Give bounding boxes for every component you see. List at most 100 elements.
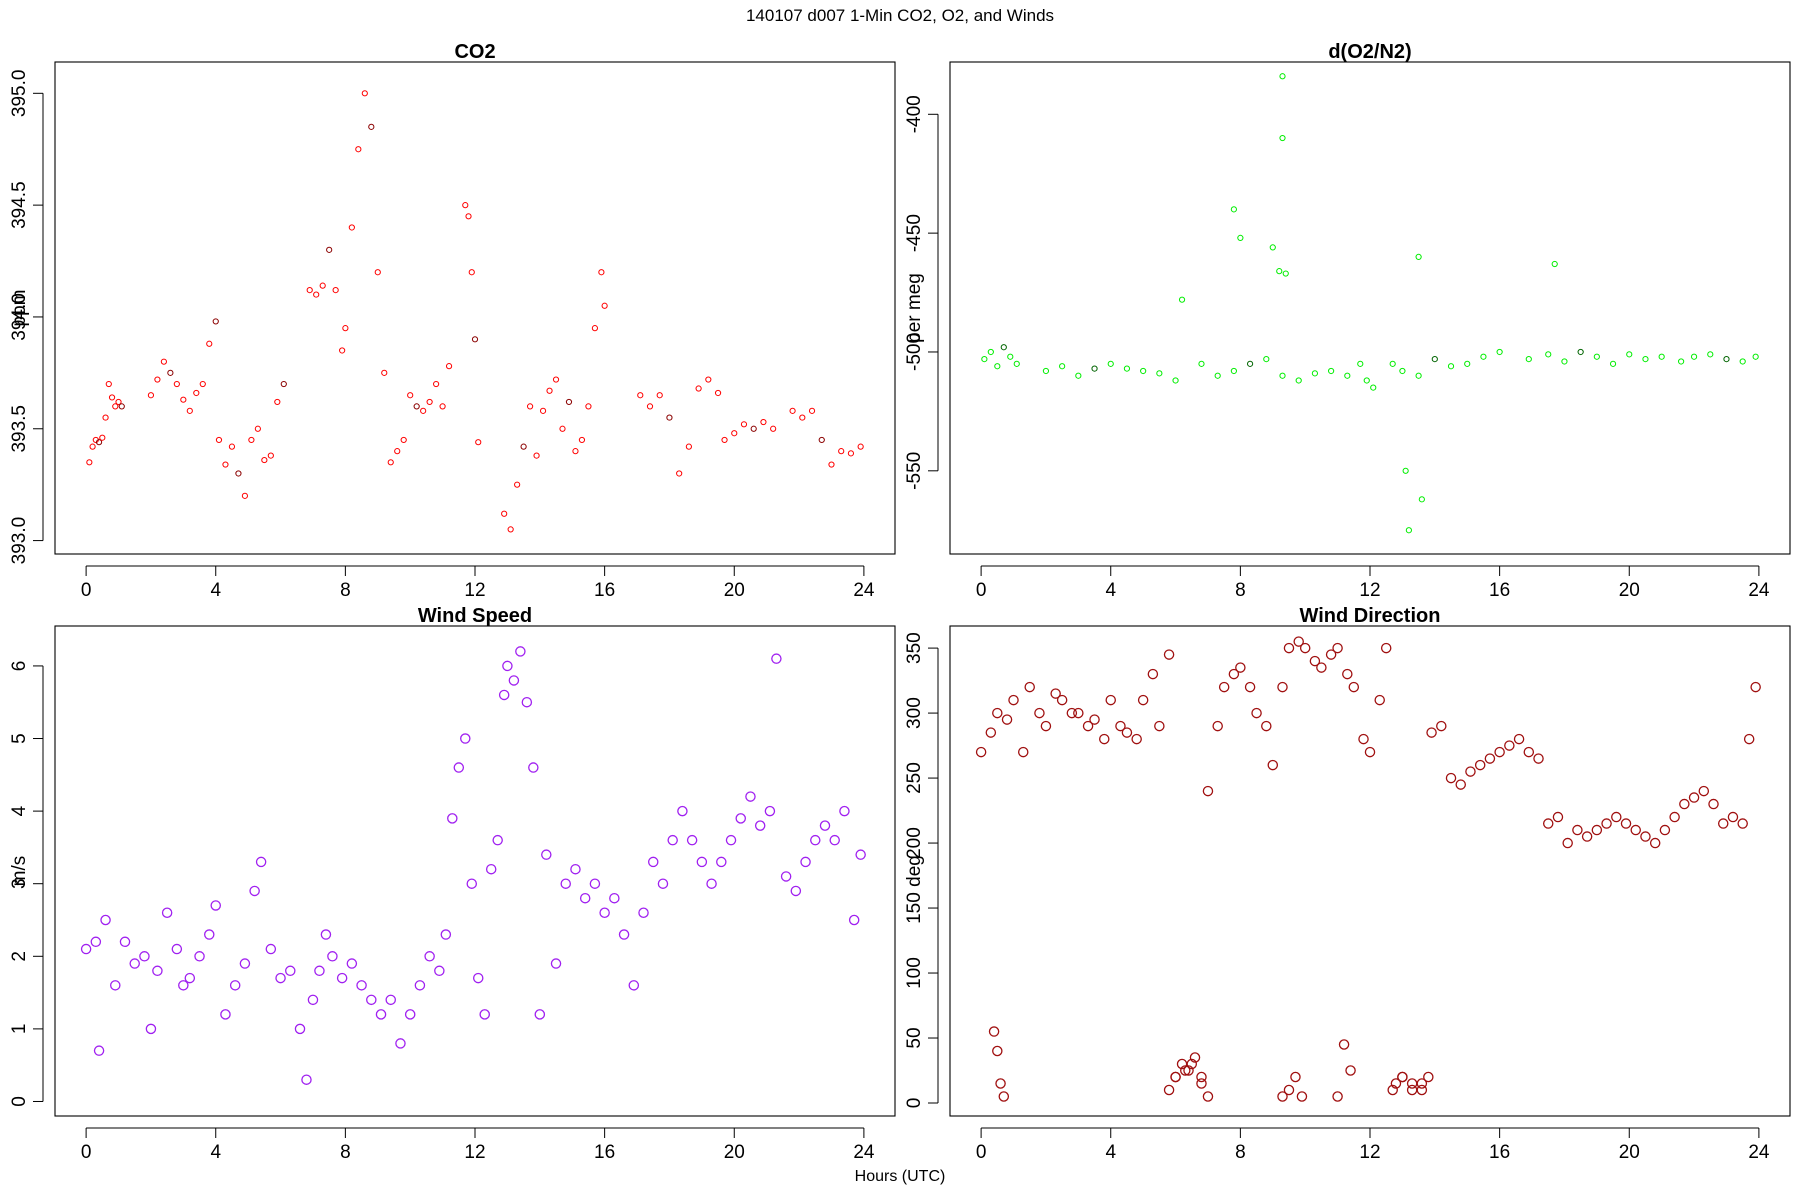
data-point [731, 430, 738, 437]
data-point [1024, 681, 1035, 693]
data-point [1750, 681, 1761, 693]
data-point [1050, 688, 1061, 699]
data-point [1542, 818, 1554, 829]
data-point [119, 936, 131, 948]
data-point [93, 1045, 105, 1056]
data-point [599, 907, 610, 918]
data-point [1059, 363, 1066, 370]
data-point [667, 834, 678, 846]
data-point [1620, 818, 1632, 829]
data-point [1464, 360, 1471, 367]
data-point [1455, 779, 1466, 790]
data-point [1445, 772, 1457, 784]
data-point [1496, 348, 1503, 356]
data-point [780, 871, 792, 882]
data-point [1154, 720, 1165, 732]
data-point [579, 892, 591, 904]
data-point [501, 510, 508, 517]
data-point [819, 820, 831, 831]
data-point [1591, 824, 1603, 836]
data-point [1017, 746, 1029, 758]
data-point [215, 436, 223, 444]
data-point [618, 929, 630, 940]
data-point [1115, 720, 1126, 732]
data-point [992, 707, 1003, 719]
data-point [857, 443, 864, 450]
data-point [453, 762, 465, 773]
data-point [994, 363, 1001, 370]
data-point [1237, 234, 1244, 241]
data-point [1099, 733, 1110, 745]
y-tick-label: 2 [9, 951, 30, 962]
plot-frame [54, 625, 896, 1117]
x-tick-label: 12 [1359, 580, 1380, 601]
data-point [609, 892, 620, 904]
data-point [1140, 367, 1147, 375]
data-point [1338, 1039, 1350, 1050]
data-point [754, 820, 766, 831]
data-series-2 [147, 318, 219, 414]
chart-panel-1: CO2 0 4 8 12 16 20 24 393.0 393.5 394.0 394.5 395.0 p… [9, 41, 896, 601]
data-point [1156, 370, 1163, 377]
data-point [1708, 798, 1719, 810]
data-point [375, 1009, 387, 1020]
x-tick-label: 8 [340, 580, 351, 601]
data-point [985, 727, 997, 738]
y-tick-label: 5 [9, 733, 30, 744]
data-point [585, 403, 592, 410]
data-point [1311, 370, 1319, 377]
chart-title: Wind Speed [418, 605, 532, 627]
data-point [194, 951, 205, 962]
x-tick-label: 8 [340, 1142, 351, 1163]
y-axis-label: deg [904, 855, 925, 887]
y-tick-label: 250 [904, 762, 925, 794]
data-point [1325, 649, 1337, 660]
data-series-6 [462, 202, 482, 446]
data-point [1244, 681, 1256, 693]
y-axis: 0 50 100 150 200 250 300 350 [904, 632, 939, 1108]
data-point [479, 1009, 490, 1020]
data-point [212, 318, 219, 325]
data-point [1082, 720, 1094, 732]
data-point [326, 246, 333, 253]
data-point [1230, 367, 1237, 375]
data-point [167, 369, 174, 376]
data-point [995, 1078, 1006, 1089]
chart-title: CO2 [454, 41, 495, 63]
data-point [685, 443, 692, 450]
data-point [808, 407, 816, 414]
data-point [1752, 353, 1759, 360]
data-point [1042, 367, 1050, 375]
data-point [440, 929, 452, 940]
data-point [1123, 365, 1131, 372]
data-point [657, 878, 669, 889]
data-point [115, 398, 122, 406]
data-point [740, 421, 748, 428]
data-point [1214, 372, 1221, 379]
data-series-4 [306, 90, 394, 466]
data-point [721, 436, 728, 444]
data-series-5 [1389, 348, 1503, 379]
data-point [1363, 377, 1370, 384]
chart-title: d(O2/N2) [1328, 41, 1411, 63]
data-point [1601, 818, 1612, 829]
data-point [1147, 668, 1159, 680]
y-axis: 393.0 393.5 394.0 394.5 395.0 [9, 70, 44, 564]
data-point [1723, 356, 1730, 363]
data-point [591, 325, 599, 332]
data-point [838, 448, 845, 455]
data-point [161, 907, 173, 918]
y-tick-label: 393.5 [9, 405, 30, 453]
data-point [472, 972, 484, 984]
y-tick-label: 4 [9, 805, 30, 816]
data-point [1484, 753, 1496, 764]
data-point [1328, 367, 1335, 375]
data-point [1066, 707, 1078, 719]
data-point [770, 425, 777, 432]
data-point [533, 452, 540, 459]
data-point [1131, 733, 1142, 745]
data-point [1246, 360, 1254, 367]
data-point [145, 1023, 157, 1035]
